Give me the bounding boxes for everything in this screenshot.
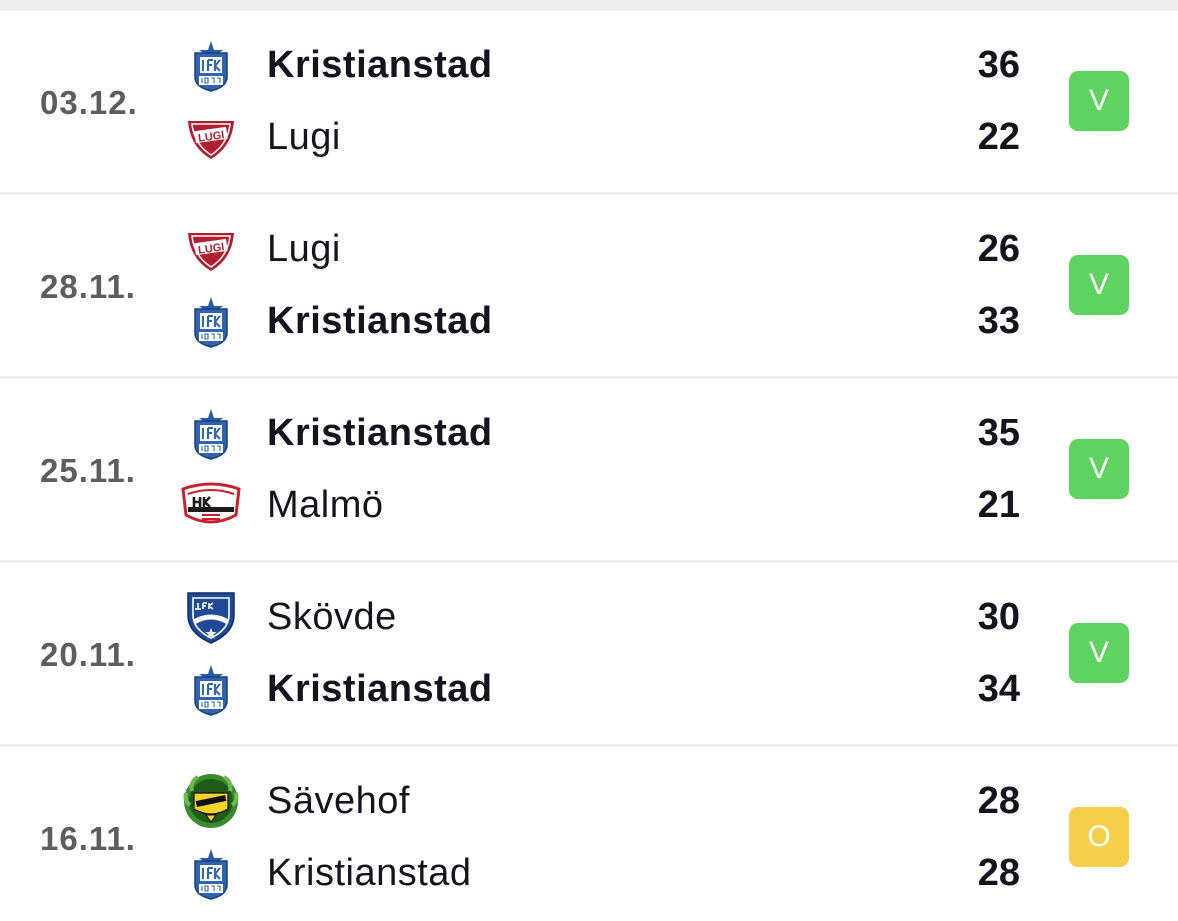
home-team-score: 35 [977, 412, 1020, 454]
match-date: 28.11. [40, 268, 136, 305]
svg-text:LUGI: LUGI [197, 241, 225, 257]
away-team-row: LUGI Lugi 22 [0, 109, 1178, 165]
result-badge: V [1069, 623, 1129, 683]
ifk-kristianstad-crest-icon [180, 37, 242, 93]
lugi-crest-icon: LUGI [180, 221, 242, 277]
away-team-row: Kristianstad 34 [0, 661, 1178, 717]
lugi-crest-icon: LUGI [180, 109, 242, 165]
away-team-name: Malmö [267, 484, 384, 526]
away-team-row: Kristianstad 28 [0, 845, 1178, 901]
match-row[interactable]: 03.12. Kristianstad 36 LUGI Lugi 22 V [0, 11, 1178, 192]
ifk-kristianstad-crest-icon [180, 293, 242, 349]
result-badge: V [1069, 71, 1129, 131]
away-team-row: Kristianstad 33 [0, 293, 1178, 349]
home-team-row: Kristianstad 36 [0, 37, 1178, 93]
match-row[interactable]: 28.11. LUGI Lugi 26 Kristianstad 33 V [0, 195, 1178, 376]
match-row[interactable]: 16.11. Sävehof 28 Kristianstad 28 O [0, 747, 1178, 921]
match-row[interactable]: 25.11. Kristianstad 35 Malmö 21 V [0, 379, 1178, 560]
home-team-score: 30 [977, 596, 1020, 638]
away-team-score: 21 [977, 484, 1020, 526]
hk-malmo-crest-icon [180, 477, 242, 533]
home-team-score: 26 [977, 228, 1020, 270]
result-badge: O [1069, 807, 1129, 867]
away-team-name: Kristianstad [267, 300, 493, 342]
home-team-name: Kristianstad [267, 412, 493, 454]
away-team-row: Malmö 21 [0, 477, 1178, 533]
ifk-kristianstad-crest-icon [180, 661, 242, 717]
away-team-score: 33 [977, 300, 1020, 342]
away-team-score: 34 [977, 668, 1020, 710]
away-team-name: Kristianstad [267, 668, 493, 710]
away-team-name: Kristianstad [267, 852, 472, 894]
svg-text:LUGI: LUGI [197, 129, 225, 145]
home-team-row: LUGI Lugi 26 [0, 221, 1178, 277]
match-row[interactable]: 20.11. Skövde 30 Kristianstad 34 V [0, 563, 1178, 744]
result-badge: V [1069, 439, 1129, 499]
home-team-row: Skövde 30 [0, 589, 1178, 645]
match-date: 25.11. [40, 452, 136, 489]
match-date: 16.11. [40, 820, 136, 857]
ifk-skovde-crest-icon [180, 589, 242, 645]
home-team-name: Lugi [267, 228, 341, 270]
result-badge: V [1069, 255, 1129, 315]
home-team-score: 28 [977, 780, 1020, 822]
ifk-kristianstad-crest-icon [180, 845, 242, 901]
home-team-name: Sävehof [267, 780, 410, 822]
ik-savehof-crest-icon [180, 773, 242, 829]
away-team-name: Lugi [267, 116, 341, 158]
away-team-score: 28 [977, 852, 1020, 894]
home-team-name: Skövde [267, 596, 397, 638]
match-date: 03.12. [40, 84, 138, 121]
match-date: 20.11. [40, 636, 136, 673]
ifk-kristianstad-crest-icon [180, 405, 242, 461]
home-team-row: Sävehof 28 [0, 773, 1178, 829]
away-team-score: 22 [977, 116, 1020, 158]
home-team-row: Kristianstad 35 [0, 405, 1178, 461]
home-team-score: 36 [977, 44, 1020, 86]
home-team-name: Kristianstad [267, 44, 493, 86]
